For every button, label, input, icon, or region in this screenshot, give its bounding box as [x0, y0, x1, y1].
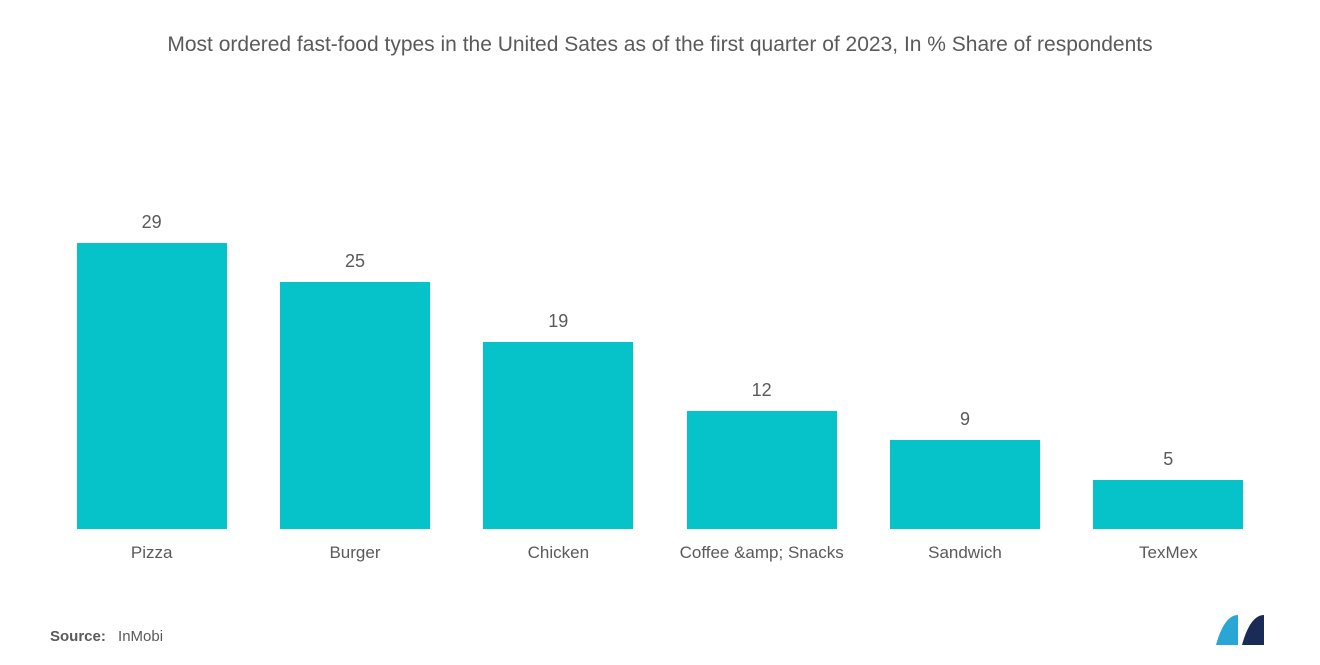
x-axis-label: Burger	[329, 543, 380, 565]
bar-value-label: 29	[142, 212, 162, 233]
brand-logo	[1216, 615, 1270, 645]
bar-value-label: 12	[752, 380, 772, 401]
x-axis-label: TexMex	[1139, 543, 1198, 565]
chart-title: Most ordered fast-food types in the Unit…	[167, 30, 1152, 60]
bar	[77, 243, 227, 529]
logo-icon	[1216, 615, 1270, 645]
source-label: Source:	[50, 628, 106, 645]
bar-group: 29 Pizza	[50, 212, 253, 565]
plot-area: 29 Pizza 25 Burger 19 Chicken 12 Coffee &amp; S…	[40, 110, 1280, 565]
bar-value-label: 9	[960, 409, 970, 430]
bar	[483, 342, 633, 529]
x-axis-label: Pizza	[131, 543, 173, 565]
bar-value-label: 25	[345, 251, 365, 272]
bar	[280, 282, 430, 529]
x-axis-label: Chicken	[528, 543, 589, 565]
source-value: InMobi	[118, 628, 163, 645]
x-axis-label: Coffee &amp; Snacks	[680, 543, 844, 565]
x-axis-label: Sandwich	[928, 543, 1002, 565]
chart-footer: Source: InMobi	[40, 575, 1280, 645]
bar-group: 5 TexMex	[1067, 449, 1270, 565]
bar-group: 19 Chicken	[457, 311, 660, 565]
bar-value-label: 5	[1163, 449, 1173, 470]
source-line: Source: InMobi	[50, 628, 163, 645]
bar-group: 9 Sandwich	[863, 409, 1066, 565]
bar-group: 25 Burger	[253, 251, 456, 565]
chart-container: Most ordered fast-food types in the Unit…	[0, 0, 1320, 665]
bar	[1093, 480, 1243, 529]
bar	[687, 411, 837, 529]
bar-group: 12 Coffee &amp; Snacks	[660, 380, 863, 565]
bar-value-label: 19	[548, 311, 568, 332]
bar	[890, 440, 1040, 529]
